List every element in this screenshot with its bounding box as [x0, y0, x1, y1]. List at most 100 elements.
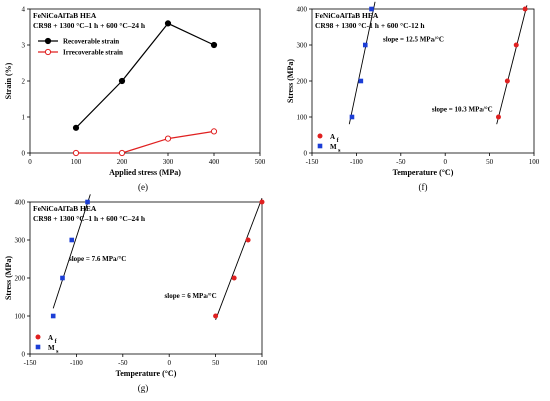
legend-label-af: A f — [48, 334, 58, 345]
y-tick-label: 0 — [304, 150, 308, 158]
y-tick-label: 300 — [297, 42, 308, 50]
data-point — [259, 199, 265, 205]
y-tick-label: 4 — [22, 6, 26, 14]
data-point — [85, 199, 90, 205]
y-tick-label: 100 — [297, 114, 308, 122]
y-tick-label: 0 — [22, 351, 26, 359]
data-point — [72, 149, 80, 157]
y-tick-label: 2 — [22, 78, 26, 86]
x-tick-label: 100 — [71, 158, 82, 166]
chart-panel-2: -150 -100 -50 0 50 100 0 100 200 300 400 Temperatur… — [286, 1, 540, 192]
chart-title: FeNiCoAlTaB HEA — [315, 11, 379, 20]
data-point — [245, 237, 251, 243]
data-point — [210, 128, 218, 135]
y-axis-label: Strain (%) — [4, 62, 13, 99]
legend-marker-ms — [35, 344, 41, 350]
plot-frame — [29, 8, 261, 154]
legend-marker — [44, 48, 52, 56]
x-tick-label: -100 — [70, 359, 83, 367]
chart-subtitle: CR98 + 1300 °C–1 h + 600 °C–24 h — [33, 21, 146, 30]
data-point — [504, 78, 510, 84]
data-point — [118, 77, 126, 85]
legend-label-ms: M s — [48, 344, 59, 355]
data-point — [60, 275, 65, 281]
fit-line — [496, 5, 528, 125]
data-point — [72, 124, 80, 131]
legend-marker-af — [35, 334, 41, 340]
series-line — [76, 130, 215, 154]
series-line — [75, 22, 215, 129]
x-tick-label: 50 — [212, 359, 220, 367]
chart-panel-1: 0 100 200 300 400 500 0 1 2 3 4 Applied stress (MPa… — [4, 6, 266, 193]
x-tick-label: 200 — [117, 158, 128, 166]
y-tick-label: 3 — [22, 42, 26, 50]
data-point — [349, 114, 355, 120]
x-tick-label: 50 — [486, 158, 494, 166]
data-point — [50, 313, 56, 319]
fit-line — [215, 198, 263, 320]
chart-title: FeNiCoAlTaB HEA — [33, 204, 97, 213]
x-tick-label: -50 — [118, 359, 128, 367]
fit-line — [348, 1, 376, 125]
x-tick-label: 500 — [255, 158, 266, 166]
x-tick-label: -150 — [306, 158, 319, 166]
slope-annotation: slope = 6 MPa/°C — [165, 292, 217, 300]
plot-frame — [311, 8, 535, 154]
y-tick-label: 400 — [15, 199, 26, 207]
fit-line — [52, 194, 91, 309]
x-tick-label: -100 — [350, 158, 363, 166]
x-tick-label: 100 — [257, 359, 268, 367]
x-tick-label: 300 — [163, 158, 174, 166]
chart-panel-3: -150 -100 -50 0 50 100 0 100 200 300 400 Temperatur… — [4, 194, 268, 393]
data-point — [495, 114, 501, 120]
data-point — [522, 6, 528, 12]
data-point — [358, 78, 364, 84]
data-point — [164, 135, 172, 142]
data-point — [369, 6, 374, 12]
legend-marker-af — [317, 133, 323, 139]
panel-label: (f) — [419, 182, 428, 192]
legend-label-af: A f — [330, 133, 340, 144]
legend-label: Recoverable strain — [63, 38, 119, 46]
slope-annotation: slope = 7.6 MPa/°C — [69, 255, 126, 263]
plot-frame — [29, 201, 263, 355]
x-tick-label: 0 — [167, 359, 171, 367]
x-axis-label: Temperature (°C) — [393, 168, 454, 177]
data-point — [164, 20, 172, 27]
x-tick-label: 0 — [443, 158, 447, 166]
data-point — [213, 313, 219, 319]
x-axis-label: Applied stress (MPa) — [109, 168, 181, 177]
x-axis-label: Temperature (°C) — [116, 369, 177, 378]
y-tick-label: 200 — [15, 275, 26, 283]
data-point — [118, 149, 126, 157]
data-point — [231, 275, 237, 281]
legend-label: Irrecoverable strain — [63, 49, 123, 57]
legend-label-ms: M s — [330, 143, 341, 154]
slope-annotation: slope = 10.3 MPa/°C — [432, 106, 493, 114]
legend-marker-ms — [317, 143, 323, 149]
y-tick-label: 300 — [15, 237, 26, 245]
legend-marker — [44, 37, 52, 45]
panel-label: (g) — [138, 383, 149, 393]
y-tick-label: 200 — [297, 78, 308, 86]
panel-label: (e) — [138, 182, 148, 192]
data-point — [362, 42, 368, 48]
x-tick-label: 100 — [529, 158, 540, 166]
chart-title: FeNiCoAlTaB HEA — [33, 11, 97, 20]
y-tick-label: 400 — [297, 6, 308, 14]
y-tick-label: 1 — [22, 114, 26, 122]
data-point — [210, 41, 218, 49]
y-tick-label: 100 — [15, 313, 26, 321]
y-axis-label: Stress (MPa) — [286, 59, 295, 103]
data-point — [513, 42, 519, 48]
data-point — [69, 237, 75, 243]
chart-subtitle: CR98 + 1300 °C–1 h + 600 °C–24 h — [33, 214, 146, 223]
y-axis-label: Stress (MPa) — [4, 256, 13, 300]
y-tick-label: 0 — [22, 150, 26, 158]
slope-annotation: slope = 12.5 MPa/°C — [383, 35, 444, 43]
x-tick-label: -50 — [396, 158, 406, 166]
x-tick-label: 400 — [209, 158, 220, 166]
x-tick-label: -150 — [24, 359, 37, 367]
x-tick-label: 0 — [28, 158, 32, 166]
